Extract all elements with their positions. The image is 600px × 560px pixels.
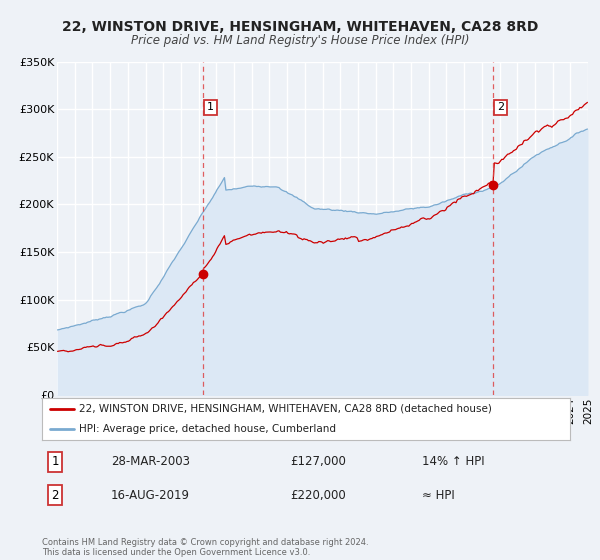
Text: 22, WINSTON DRIVE, HENSINGHAM, WHITEHAVEN, CA28 8RD: 22, WINSTON DRIVE, HENSINGHAM, WHITEHAVE… <box>62 20 538 34</box>
Text: 14% ↑ HPI: 14% ↑ HPI <box>422 455 485 468</box>
Text: 2: 2 <box>497 102 505 113</box>
Text: Price paid vs. HM Land Registry's House Price Index (HPI): Price paid vs. HM Land Registry's House … <box>131 34 469 46</box>
Text: 28-MAR-2003: 28-MAR-2003 <box>110 455 190 468</box>
Text: 2: 2 <box>52 489 59 502</box>
Text: ≈ HPI: ≈ HPI <box>422 489 455 502</box>
Text: 1: 1 <box>207 102 214 113</box>
Text: 16-AUG-2019: 16-AUG-2019 <box>110 489 190 502</box>
Text: £220,000: £220,000 <box>290 489 346 502</box>
Text: 1: 1 <box>52 455 59 468</box>
Text: Contains HM Land Registry data © Crown copyright and database right 2024.
This d: Contains HM Land Registry data © Crown c… <box>42 538 368 557</box>
Text: HPI: Average price, detached house, Cumberland: HPI: Average price, detached house, Cumb… <box>79 424 336 433</box>
Text: 22, WINSTON DRIVE, HENSINGHAM, WHITEHAVEN, CA28 8RD (detached house): 22, WINSTON DRIVE, HENSINGHAM, WHITEHAVE… <box>79 404 492 413</box>
Text: £127,000: £127,000 <box>290 455 346 468</box>
